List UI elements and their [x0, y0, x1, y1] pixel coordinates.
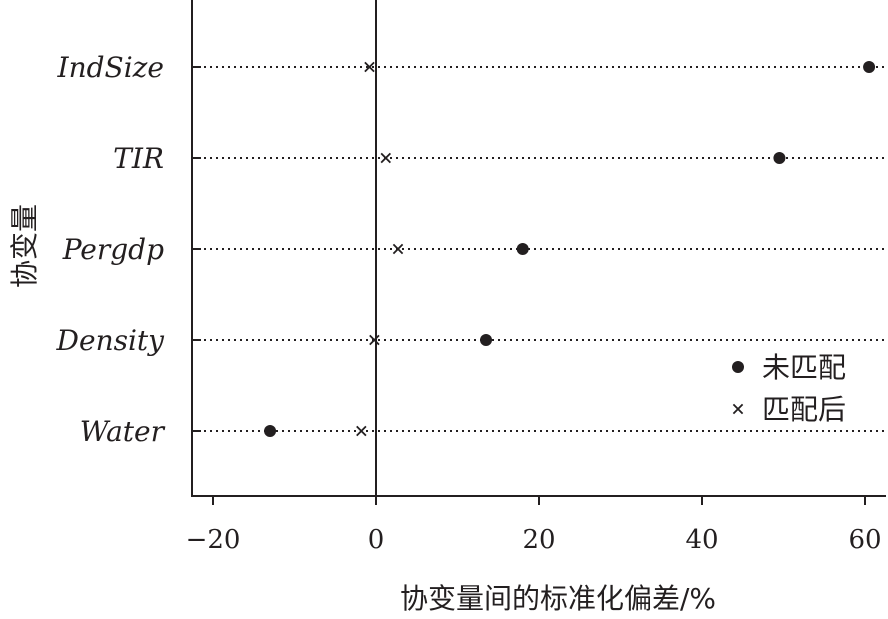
category-label: TIR	[113, 142, 164, 175]
legend-label-unmatched: 未匹配	[762, 351, 846, 384]
point-unmatched	[480, 334, 493, 346]
point-matched	[356, 425, 367, 437]
x-tick-label: 60	[848, 525, 881, 555]
point-unmatched	[863, 61, 876, 73]
x-axis-title: 协变量间的标准化偏差/%	[400, 582, 716, 615]
legend-marker-unmatched	[732, 361, 744, 373]
category-label: IndSize	[57, 51, 164, 84]
legend-marker-matched	[732, 403, 744, 415]
x-tick-label: −20	[186, 525, 241, 555]
point-matched	[364, 61, 375, 73]
y-axis-title: 协变量	[8, 204, 41, 288]
x-tick-label: 40	[685, 525, 718, 555]
point-matched	[369, 334, 380, 346]
point-matched	[380, 152, 392, 164]
point-unmatched	[516, 243, 529, 255]
x-tick-label: 0	[368, 525, 385, 555]
x-tick-label: 20	[522, 525, 555, 555]
point-unmatched	[264, 425, 277, 437]
category-label: Water	[80, 415, 166, 448]
category-label: Pergdp	[62, 233, 164, 266]
point-unmatched	[773, 152, 786, 164]
legend-label-matched: 匹配后	[762, 393, 846, 426]
category-label: Density	[56, 324, 166, 357]
point-matched	[392, 243, 404, 255]
